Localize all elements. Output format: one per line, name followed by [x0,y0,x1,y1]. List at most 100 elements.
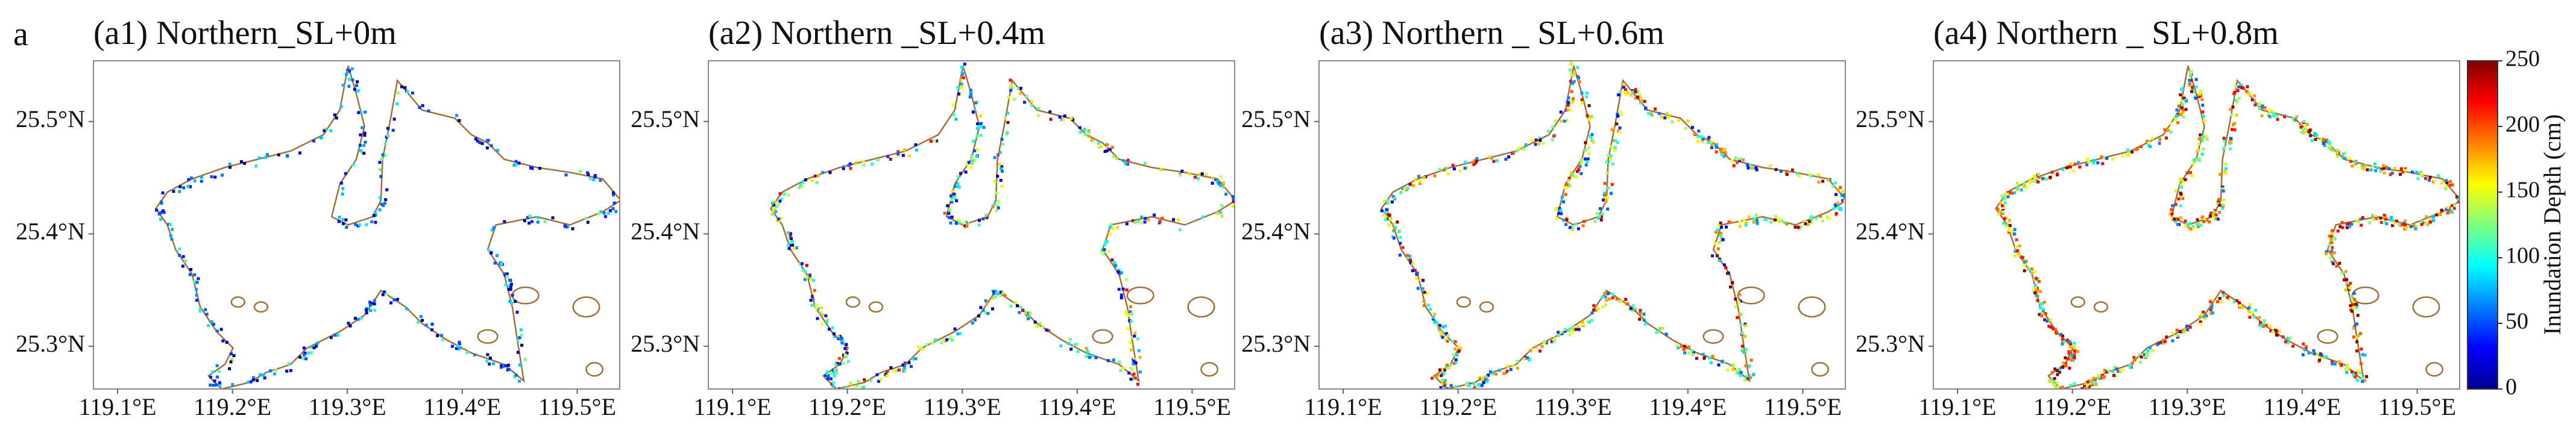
inundation-cell [364,110,367,114]
inundation-cell [2182,115,2185,119]
inundation-cell [2055,381,2059,385]
inundation-cell [2073,349,2076,353]
inundation-cell [828,171,832,175]
inundation-cell [1827,216,1831,220]
inundation-cell [2211,298,2214,302]
inundation-cell [2200,216,2204,219]
inundation-cell [1124,278,1128,281]
inundation-cell [2073,352,2076,355]
inundation-cell [2385,166,2389,169]
inundation-cell [1477,385,1481,388]
inundation-cell [2222,291,2225,294]
inundation-cell [351,78,354,82]
inundation-cell [329,129,333,132]
inundation-cell [2354,160,2357,164]
inundation-cell [2023,262,2027,266]
inundation-cell [2146,350,2149,354]
inundation-cell [262,373,265,377]
inundation-cell [2224,172,2228,175]
inundation-cell [518,379,521,383]
inundation-cell [2322,355,2325,358]
inundation-cell [860,386,863,389]
inundation-cell [2223,146,2226,149]
inundation-cell [1394,226,1397,229]
inundation-cell [1236,201,1239,204]
inundation-cell [2181,99,2184,103]
inundation-cell [2332,251,2336,255]
inundation-cell [2049,318,2052,322]
inundation-cell [183,260,187,263]
inundation-cell [1587,320,1590,324]
inundation-cell [2348,157,2351,160]
inundation-cell [161,191,165,195]
inundation-cell [2014,245,2018,249]
inundation-cell [1454,385,1458,388]
inundation-cell [1517,146,1521,150]
inundation-cell [1684,126,1687,130]
inundation-cell [2036,299,2039,302]
inundation-cell [2174,116,2178,119]
inundation-cell [1617,130,1621,134]
inundation-cell [1677,119,1680,122]
inundation-cell [2271,330,2275,334]
inundation-cell [200,175,203,179]
x-tick-label: 119.2°E [2033,393,2111,420]
x-tick-label: 119.4°E [1038,393,1116,420]
inundation-cell [383,154,387,157]
inundation-cell [1567,176,1571,180]
inundation-cell [2382,220,2385,224]
inundation-cell [1391,195,1395,198]
inundation-cell [182,186,186,190]
inundation-cell [809,299,813,302]
inundation-cell [1567,179,1570,182]
inundation-cell [2444,187,2448,191]
inundation-cell [2399,172,2402,176]
inundation-cell [838,387,842,389]
inundation-cell [1449,363,1452,367]
inundation-cell [1819,214,1822,218]
inundation-cell [2159,341,2163,344]
inundation-cell [949,221,953,225]
inundation-cell [2171,332,2174,335]
inundation-cell [798,263,802,266]
inundation-cell [791,243,795,247]
inundation-cell [2171,339,2174,343]
inundation-cell [301,356,305,360]
x-tick-label: 119.4°E [423,393,501,420]
inundation-cell [2199,320,2202,324]
inundation-cell [1221,185,1225,189]
inundation-cell [1219,184,1223,187]
inundation-cell [2344,270,2348,273]
inundation-cell [1446,334,1450,337]
inundation-cell [1534,345,1538,349]
inundation-cell [1435,375,1438,378]
inundation-cell [812,278,816,282]
inundation-cell [948,208,952,212]
inundation-cell [564,173,568,176]
inundation-cell [770,213,774,216]
inundation-cell [2270,110,2273,113]
inundation-cell [2094,383,2098,387]
inundation-cell [808,273,811,277]
inundation-cell [1843,199,1845,203]
inundation-cell [488,363,491,366]
inundation-cell [2056,385,2060,388]
inundation-cell [2451,204,2454,207]
inundation-cell [2391,224,2395,228]
inundation-cell [1570,62,1573,66]
inundation-cell [1030,104,1033,107]
inundation-cell [2382,164,2385,167]
inundation-cell [1587,152,1591,156]
inundation-cell [420,319,424,322]
inundation-cell [1664,332,1668,336]
inundation-cell [1598,207,1602,210]
inundation-cell [1194,175,1197,179]
inundation-cell [439,334,443,337]
inundation-cell [1567,329,1571,332]
inundation-cell [392,117,396,121]
inundation-cell [172,190,175,193]
inundation-cell [2175,108,2179,112]
map-content [1995,65,2460,389]
inundation-cell [2229,137,2232,140]
inundation-cell [1445,387,1449,389]
